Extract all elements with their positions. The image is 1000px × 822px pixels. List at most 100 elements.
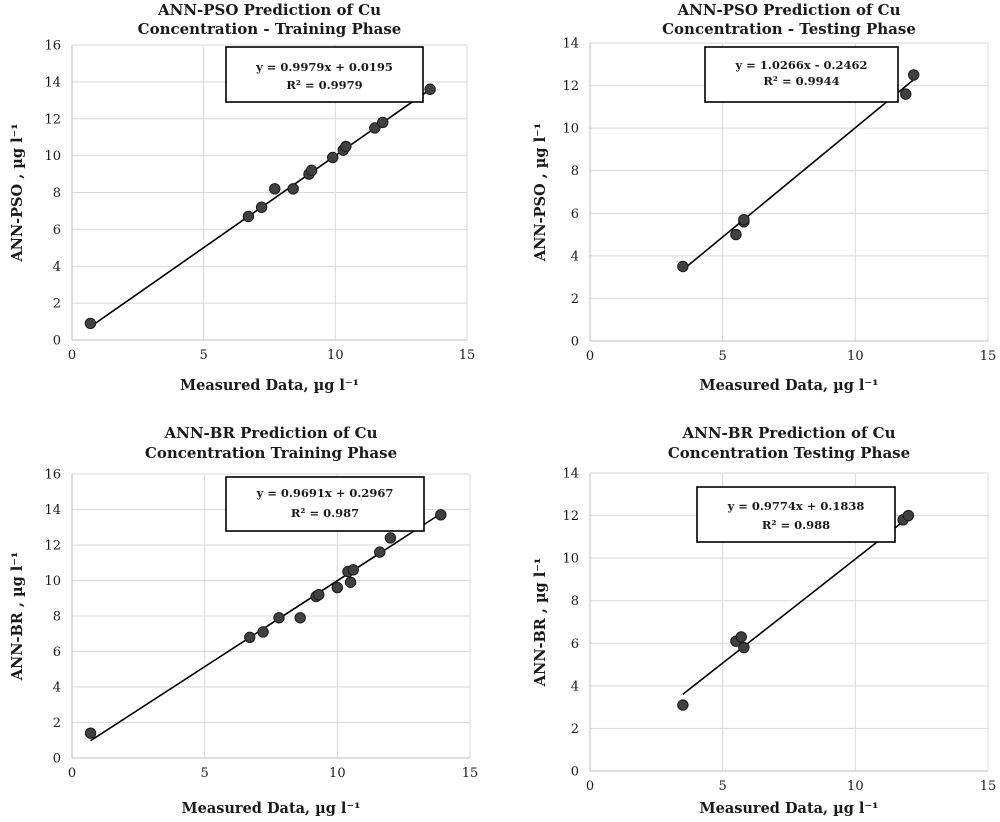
- chart-subtitle: Concentration Testing Phase: [668, 444, 910, 462]
- x-axis-label: Measured Data, µg l⁻¹: [700, 377, 879, 394]
- data-point: [347, 564, 359, 576]
- y-axis-label: ANN-PSO , µg l⁻¹: [532, 123, 549, 262]
- x-tick-label: 10: [327, 348, 344, 363]
- data-point: [242, 210, 255, 223]
- data-point: [305, 164, 318, 177]
- y-tick-label: 0: [53, 752, 61, 767]
- equation-box: [696, 486, 896, 543]
- data-point: [84, 317, 97, 330]
- data-point: [287, 183, 299, 195]
- data-point: [424, 83, 436, 95]
- y-tick-label: 2: [571, 722, 579, 737]
- r-squared: R² = 0.9944: [763, 74, 839, 88]
- data-point: [294, 612, 306, 624]
- r-squared: R² = 0.988: [762, 518, 830, 532]
- x-tick-label: 15: [462, 766, 479, 781]
- y-tick-label: 0: [571, 335, 579, 350]
- r-squared: R² = 0.987: [291, 506, 359, 520]
- data-point: [255, 201, 268, 213]
- y-tick-label: 10: [44, 149, 61, 164]
- data-point: [384, 532, 397, 544]
- data-point: [327, 151, 339, 164]
- y-axis-label: ANN-BR , µg l⁻¹: [532, 558, 549, 688]
- y-tick-label: 6: [571, 207, 579, 222]
- x-tick-label: 0: [68, 348, 76, 363]
- data-point: [331, 581, 344, 594]
- y-tick-label: 2: [53, 716, 61, 731]
- data-point: [730, 228, 742, 241]
- y-tick-label: 12: [44, 112, 61, 127]
- y-tick-label: 8: [571, 164, 579, 179]
- y-tick-label: 0: [53, 334, 61, 349]
- y-tick-label: 16: [44, 39, 61, 54]
- x-tick-label: 0: [586, 779, 594, 794]
- data-point: [738, 213, 750, 226]
- y-tick-label: 6: [571, 637, 579, 652]
- y-tick-label: 2: [571, 292, 579, 307]
- x-tick-label: 5: [719, 349, 727, 364]
- y-tick-label: 4: [571, 679, 579, 694]
- x-tick-label: 0: [68, 766, 76, 781]
- chart-title: ANN-BR Prediction of Cu: [682, 424, 896, 442]
- y-tick-label: 4: [53, 681, 61, 696]
- data-point: [313, 589, 325, 601]
- y-tick-label: 14: [562, 37, 579, 52]
- y-tick-label: 8: [53, 186, 61, 201]
- data-point: [340, 140, 352, 153]
- x-tick-label: 5: [719, 779, 727, 794]
- chart-title: ANN-PSO Prediction of Cu: [676, 1, 900, 19]
- trendline: [682, 79, 915, 271]
- y-tick-label: 0: [571, 765, 579, 780]
- y-tick-label: 10: [562, 122, 579, 137]
- data-point: [735, 631, 747, 643]
- r-squared: R² = 0.9979: [286, 78, 362, 92]
- regression-equation: y = 0.9979x + 0.0195: [255, 60, 393, 74]
- data-point: [269, 183, 281, 195]
- x-tick-label: 15: [459, 348, 476, 363]
- y-tick-label: 10: [44, 574, 61, 589]
- data-point: [374, 546, 386, 558]
- y-tick-label: 6: [53, 223, 61, 238]
- y-tick-label: 4: [571, 249, 579, 264]
- data-point: [344, 576, 357, 588]
- y-tick-label: 16: [44, 468, 61, 483]
- regression-equation: y = 0.9774x + 0.1838: [727, 499, 865, 513]
- equation-box: [225, 46, 424, 103]
- equation-box: [704, 46, 899, 103]
- data-point: [377, 116, 389, 129]
- x-tick-label: 10: [847, 349, 864, 364]
- data-point: [257, 626, 269, 638]
- y-tick-label: 2: [53, 297, 61, 312]
- x-tick-label: 5: [201, 766, 209, 781]
- data-point: [244, 631, 256, 643]
- x-axis-label: Measured Data, µg l⁻¹: [182, 800, 361, 817]
- chart-br-training: ANN-BR Prediction of Cu Concentration Tra…: [9, 424, 478, 817]
- y-axis-label: ANN-PSO , µg l⁻¹: [9, 123, 26, 262]
- regression-equation: y = 0.9691x + 0.2967: [256, 486, 394, 500]
- equation-box: [225, 476, 425, 532]
- chart-title: ANN-BR Prediction of Cu: [164, 424, 378, 442]
- y-axis-label: ANN-BR , µg l⁻¹: [9, 552, 26, 682]
- data-point: [273, 612, 285, 624]
- y-tick-label: 4: [53, 260, 61, 275]
- regression-equation: y = 1.0266x - 0.2462: [735, 58, 868, 72]
- y-tick-label: 12: [562, 79, 579, 94]
- y-tick-label: 14: [44, 75, 61, 90]
- y-tick-label: 8: [53, 610, 61, 625]
- data-point: [908, 69, 920, 81]
- chart-subtitle: Concentration Training Phase: [145, 444, 397, 462]
- x-tick-label: 15: [980, 779, 997, 794]
- y-tick-label: 10: [562, 552, 579, 567]
- y-tick-label: 8: [571, 594, 579, 609]
- chart-title: ANN-PSO Prediction of Cu: [157, 1, 381, 19]
- x-tick-label: 10: [329, 766, 346, 781]
- x-tick-label: 10: [847, 779, 864, 794]
- y-tick-label: 14: [562, 467, 579, 482]
- trendline: [682, 516, 909, 695]
- data-point: [677, 699, 689, 711]
- data-point: [900, 88, 912, 100]
- data-point: [677, 260, 689, 273]
